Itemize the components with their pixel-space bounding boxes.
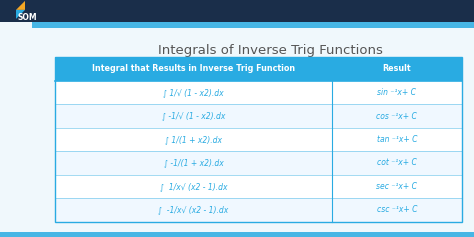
Bar <box>55 128 462 151</box>
Bar <box>0 0 474 22</box>
Polygon shape <box>16 10 25 19</box>
Text: Integrals of Inverse Trig Functions: Integrals of Inverse Trig Functions <box>158 44 383 57</box>
Bar <box>55 151 462 175</box>
Text: ∫ 1/√ (1 - x2).dx: ∫ 1/√ (1 - x2).dx <box>163 88 224 97</box>
Text: Result: Result <box>383 64 411 73</box>
Bar <box>55 57 462 222</box>
Bar <box>55 104 462 128</box>
Bar <box>0 0 55 22</box>
Text: ∫  -1/x√ (x2 - 1).dx: ∫ -1/x√ (x2 - 1).dx <box>158 205 228 214</box>
Bar <box>32 22 474 27</box>
Text: Integral that Results in Inverse Trig Function: Integral that Results in Inverse Trig Fu… <box>92 64 295 73</box>
Bar <box>55 198 462 222</box>
Bar <box>55 175 462 198</box>
Text: sec ⁻¹x+ C: sec ⁻¹x+ C <box>376 182 418 191</box>
Text: ∫ 1/(1 + x2).dx: ∫ 1/(1 + x2).dx <box>165 135 222 144</box>
Text: cot ⁻¹x+ C: cot ⁻¹x+ C <box>377 158 417 167</box>
Text: SOM: SOM <box>18 13 37 22</box>
Bar <box>55 57 462 81</box>
Bar <box>0 232 474 237</box>
Text: ∫ -1/(1 + x2).dx: ∫ -1/(1 + x2).dx <box>164 158 223 167</box>
Text: cos ⁻¹x+ C: cos ⁻¹x+ C <box>376 112 417 120</box>
Text: sin ⁻¹x+ C: sin ⁻¹x+ C <box>377 88 416 97</box>
Polygon shape <box>16 1 25 10</box>
Text: csc ⁻¹x+ C: csc ⁻¹x+ C <box>377 205 417 214</box>
Text: tan ⁻¹x+ C: tan ⁻¹x+ C <box>377 135 417 144</box>
Text: ∫  1/x√ (x2 - 1).dx: ∫ 1/x√ (x2 - 1).dx <box>160 182 227 191</box>
Bar <box>55 81 462 104</box>
Text: ∫ -1/√ (1 - x2).dx: ∫ -1/√ (1 - x2).dx <box>162 112 225 120</box>
